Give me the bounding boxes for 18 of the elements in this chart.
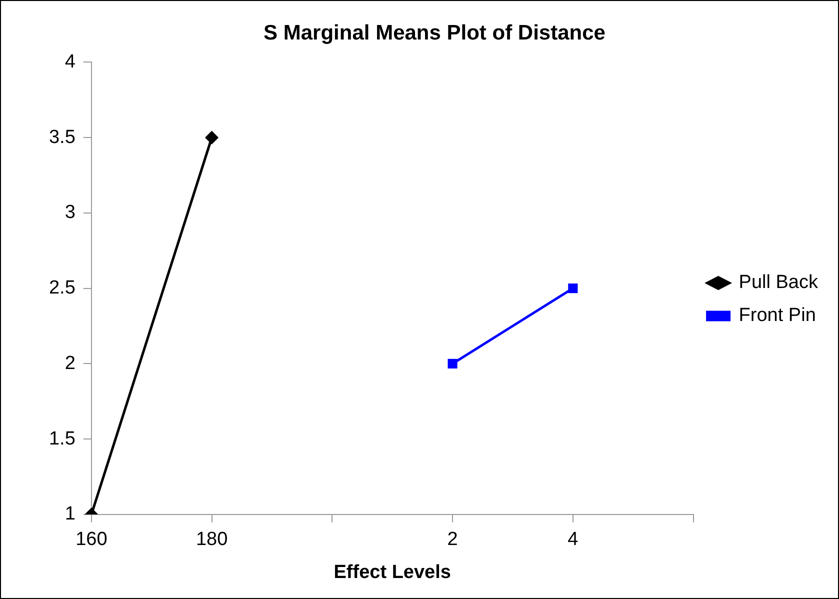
x-tick-label: 2	[447, 529, 458, 550]
chart-title: S Marginal Means Plot of Distance	[264, 21, 606, 44]
y-tick-label: 3.5	[48, 126, 76, 148]
y-tick-label: 1	[64, 504, 76, 525]
y-tick-label: 3	[64, 202, 76, 224]
x-tick-label: 4	[568, 529, 579, 550]
point	[448, 358, 458, 368]
point	[568, 284, 578, 294]
y-tick-label: 4	[64, 51, 76, 72]
legend-label: Front Pin	[738, 305, 816, 326]
point	[206, 131, 218, 144]
x-tick-label: 160	[76, 529, 108, 550]
legend-label: Pull Back	[738, 272, 818, 294]
x-tick-label: 180	[196, 529, 228, 550]
y-tick-label: 2	[64, 352, 76, 374]
x-axis-title: Effect Levels	[334, 562, 451, 583]
y-tick-label: 2.5	[48, 278, 76, 299]
y-tick-label: 1.5	[48, 428, 76, 450]
